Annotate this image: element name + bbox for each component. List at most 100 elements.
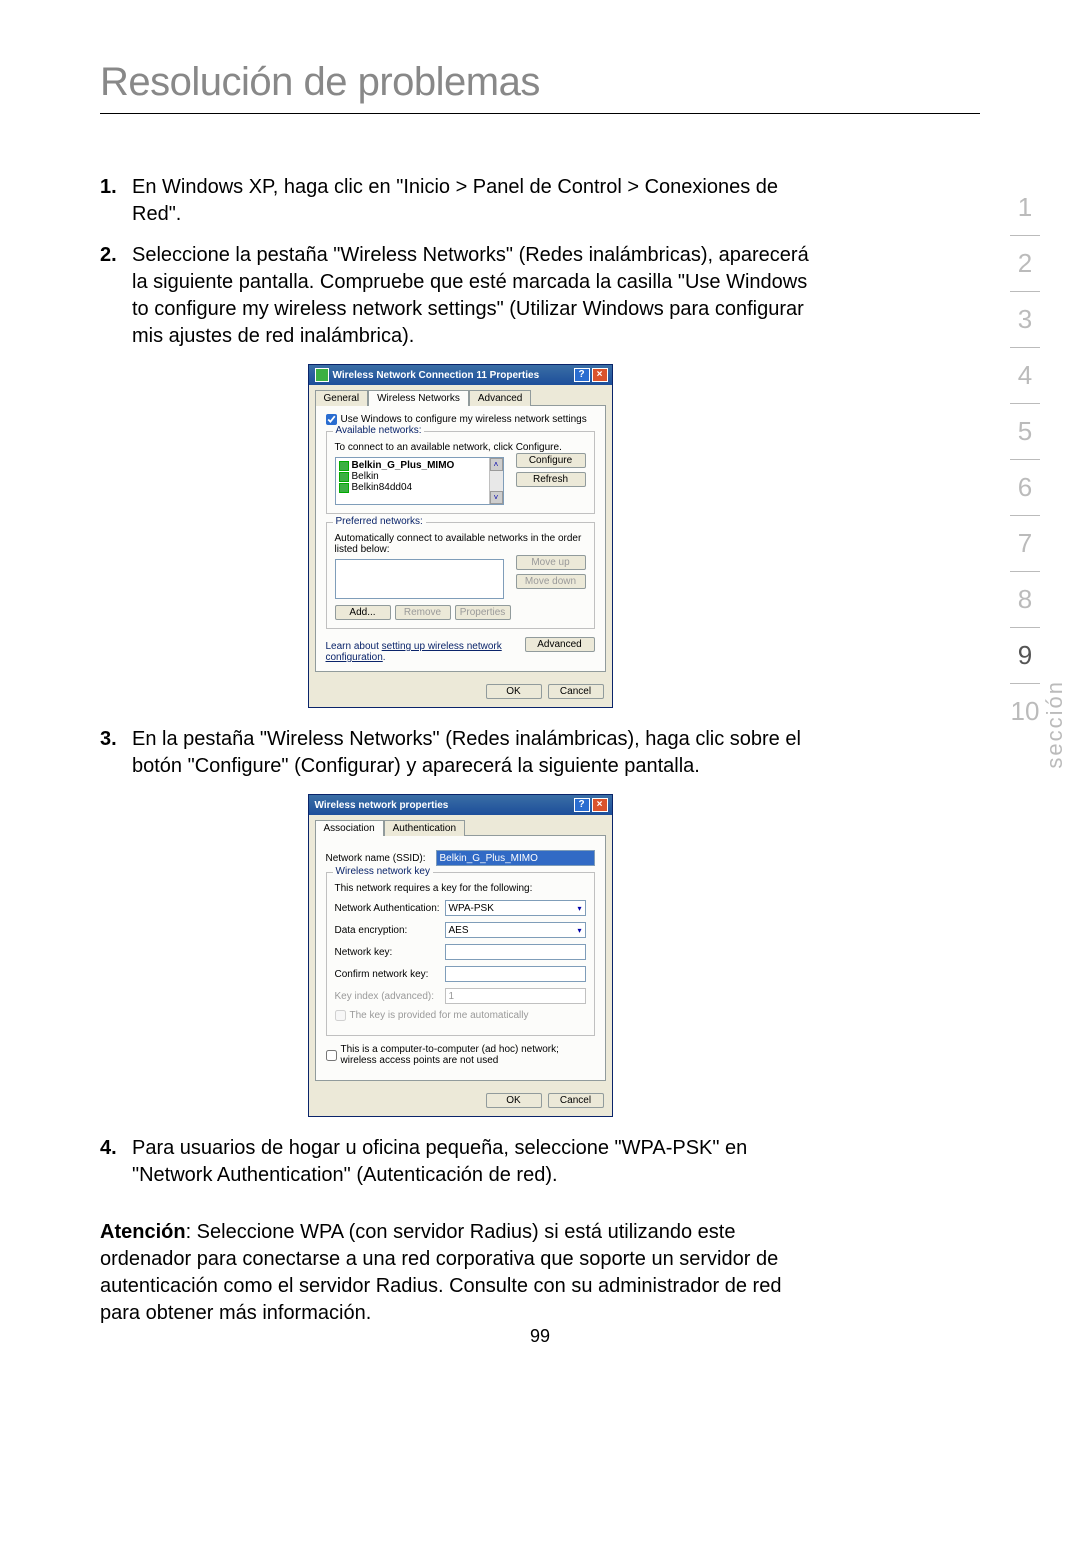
dialog2-titlebar: Wireless network properties ? ×: [309, 795, 612, 815]
available-networks-list[interactable]: Belkin_G_Plus_MIMO Belkin Belkin84dd04 ˄…: [335, 457, 504, 505]
section-nav-9[interactable]: 9: [1010, 627, 1040, 683]
ssid-label: Network name (SSID):: [326, 853, 436, 864]
dialog1-titlebar: Wireless Network Connection 11 Propertie…: [309, 365, 612, 385]
ssid-field[interactable]: Belkin_G_Plus_MIMO: [436, 850, 595, 866]
autokey-checkbox: [335, 1010, 346, 1021]
dialog1-close-button[interactable]: ×: [592, 368, 608, 382]
wireless-network-properties-dialog: Wireless network properties ? × Associat…: [308, 794, 613, 1117]
tab-wireless-networks[interactable]: Wireless Networks: [368, 390, 469, 406]
dialog1-help-button[interactable]: ?: [574, 368, 590, 382]
section-nav-2[interactable]: 2: [1010, 235, 1040, 291]
available-networks-group: Available networks: To connect to an ava…: [326, 431, 595, 514]
keyindex-field: 1: [445, 988, 586, 1004]
autokey-row: The key is provided for me automatically: [335, 1010, 586, 1021]
available-networks-hint: To connect to an available network, clic…: [335, 442, 586, 453]
network-item[interactable]: Belkin_G_Plus_MIMO: [338, 460, 501, 471]
dialog2-help-button[interactable]: ?: [574, 798, 590, 812]
dialog1-icon: [315, 368, 329, 382]
confirm-field[interactable]: [445, 966, 586, 982]
section-nav-1[interactable]: 1: [1010, 180, 1040, 235]
section-nav-4[interactable]: 4: [1010, 347, 1040, 403]
steps-list-cont2: Para usuarios de hogar u oficina pequeña…: [100, 1135, 820, 1189]
enc-combo[interactable]: AES▾: [445, 922, 586, 938]
section-nav-6[interactable]: 6: [1010, 459, 1040, 515]
section-nav-7[interactable]: 7: [1010, 515, 1040, 571]
dialog2-tabs: Association Authentication: [309, 815, 612, 835]
adhoc-checkbox[interactable]: [326, 1050, 337, 1061]
attention-text: : Seleccione WPA (con servidor Radius) s…: [100, 1221, 781, 1324]
dialog1-title: Wireless Network Connection 11 Propertie…: [333, 370, 572, 381]
tab-advanced[interactable]: Advanced: [469, 390, 531, 406]
section-nav: 12345678910: [1010, 180, 1040, 739]
scroll-down-icon[interactable]: ˅: [490, 491, 503, 504]
move-down-button[interactable]: Move down: [516, 574, 586, 589]
enc-label: Data encryption:: [335, 925, 445, 936]
auth-label: Network Authentication:: [335, 903, 445, 914]
preferred-networks-legend: Preferred networks:: [333, 516, 426, 527]
adhoc-row[interactable]: This is a computer-to-computer (ad hoc) …: [326, 1044, 595, 1066]
refresh-button[interactable]: Refresh: [516, 472, 586, 487]
tab-general[interactable]: General: [315, 390, 369, 406]
auth-combo[interactable]: WPA-PSK▾: [445, 900, 586, 916]
preferred-networks-list[interactable]: [335, 559, 504, 599]
chevron-down-icon: ▾: [577, 901, 581, 916]
scroll-up-icon[interactable]: ˄: [490, 458, 503, 471]
network-icon: [339, 461, 349, 471]
autokey-label: The key is provided for me automatically: [350, 1010, 529, 1021]
network-icon: [339, 472, 349, 482]
section-nav-10[interactable]: 10: [1010, 683, 1040, 739]
configure-button[interactable]: Configure: [516, 453, 586, 468]
step-3: En la pestaña "Wireless Networks" (Redes…: [100, 726, 820, 780]
section-nav-8[interactable]: 8: [1010, 571, 1040, 627]
learn-text: Learn about setting up wireless network …: [326, 641, 519, 663]
section-nav-3[interactable]: 3: [1010, 291, 1040, 347]
steps-list: En Windows XP, haga clic en "Inicio > Pa…: [100, 174, 820, 350]
dialog1-body: Use Windows to configure my wireless net…: [315, 405, 606, 672]
page-number: 99: [0, 1326, 1080, 1347]
confirm-label: Confirm network key:: [335, 969, 445, 980]
keyindex-label: Key index (advanced):: [335, 991, 445, 1002]
dialog2-body: Network name (SSID): Belkin_G_Plus_MIMO …: [315, 835, 606, 1081]
dialog2-ok-button[interactable]: OK: [486, 1093, 542, 1108]
attention-paragraph: Atención: Seleccione WPA (con servidor R…: [100, 1219, 820, 1327]
use-windows-label: Use Windows to configure my wireless net…: [341, 414, 587, 425]
advanced-button[interactable]: Advanced: [525, 637, 595, 652]
available-scrollbar[interactable]: ˄ ˅: [489, 458, 503, 504]
netkey-label: Network key:: [335, 947, 445, 958]
network-icon: [339, 483, 349, 493]
move-up-button[interactable]: Move up: [516, 555, 586, 570]
properties-button[interactable]: Properties: [455, 605, 511, 620]
title-rule: [100, 113, 980, 114]
key-hint: This network requires a key for the foll…: [335, 883, 586, 894]
wireless-key-legend: Wireless network key: [333, 866, 433, 877]
dialog2-close-button[interactable]: ×: [592, 798, 608, 812]
tab-authentication[interactable]: Authentication: [384, 820, 465, 836]
preferred-networks-hint: Automatically connect to available netwo…: [335, 533, 586, 555]
available-networks-legend: Available networks:: [333, 425, 425, 436]
section-label: sección: [1042, 680, 1068, 769]
wireless-key-group: Wireless network key This network requir…: [326, 872, 595, 1036]
step-2: Seleccione la pestaña "Wireless Networks…: [100, 242, 820, 350]
section-nav-5[interactable]: 5: [1010, 403, 1040, 459]
wireless-connection-properties-dialog: Wireless Network Connection 11 Propertie…: [308, 364, 613, 708]
attention-label: Atención: [100, 1221, 186, 1243]
adhoc-label: This is a computer-to-computer (ad hoc) …: [341, 1044, 595, 1066]
add-button[interactable]: Add...: [335, 605, 391, 620]
preferred-networks-group: Preferred networks: Automatically connec…: [326, 522, 595, 629]
network-item[interactable]: Belkin84dd04: [338, 482, 501, 493]
dialog2-cancel-button[interactable]: Cancel: [548, 1093, 604, 1108]
use-windows-checkbox-row[interactable]: Use Windows to configure my wireless net…: [326, 414, 595, 425]
steps-list-cont: En la pestaña "Wireless Networks" (Redes…: [100, 726, 820, 780]
dialog2-title: Wireless network properties: [315, 800, 572, 811]
dialog1-cancel-button[interactable]: Cancel: [548, 684, 604, 699]
remove-button[interactable]: Remove: [395, 605, 451, 620]
step-1: En Windows XP, haga clic en "Inicio > Pa…: [100, 174, 820, 228]
network-item[interactable]: Belkin: [338, 471, 501, 482]
use-windows-checkbox[interactable]: [326, 414, 337, 425]
step-4: Para usuarios de hogar u oficina pequeña…: [100, 1135, 820, 1189]
netkey-field[interactable]: [445, 944, 586, 960]
page-title: Resolución de problemas: [100, 60, 980, 105]
tab-association[interactable]: Association: [315, 820, 384, 836]
chevron-down-icon: ▾: [577, 923, 581, 938]
dialog1-ok-button[interactable]: OK: [486, 684, 542, 699]
